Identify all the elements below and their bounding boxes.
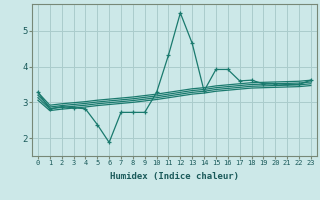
X-axis label: Humidex (Indice chaleur): Humidex (Indice chaleur) xyxy=(110,172,239,181)
